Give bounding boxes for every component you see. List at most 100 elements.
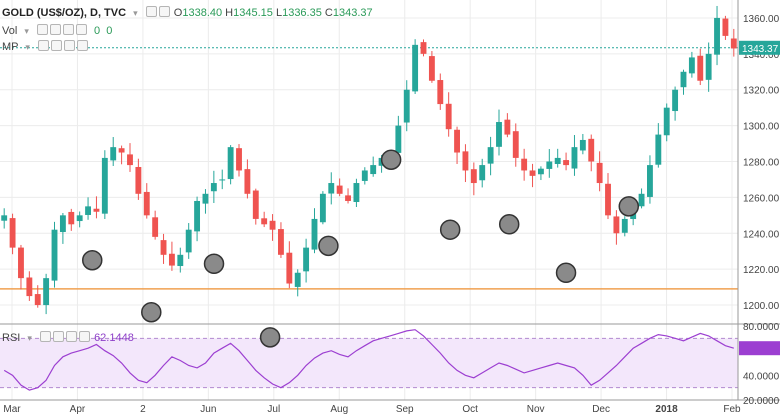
- eye-icon[interactable]: [40, 331, 51, 342]
- candle: [428, 56, 435, 81]
- candle: [286, 252, 293, 284]
- low-value: 1336.35: [282, 7, 322, 19]
- close-label: C: [324, 7, 333, 19]
- candle: [202, 193, 209, 204]
- candle: [236, 148, 242, 171]
- time-tick-label: Aug: [330, 404, 348, 415]
- candle: [647, 165, 653, 197]
- candle: [43, 278, 50, 306]
- mp-legend: MP ▾: [2, 40, 89, 53]
- rsi-band: [0, 338, 738, 388]
- eye-icon[interactable]: [145, 6, 157, 17]
- more-icon[interactable]: [75, 24, 87, 35]
- candle: [663, 107, 670, 136]
- rsi-tick-label: 20.0000: [743, 396, 780, 407]
- close-icon[interactable]: [66, 331, 77, 342]
- symbol-label[interactable]: GOLD (US$/OZ), D, TVC: [2, 7, 127, 19]
- candle: [345, 195, 351, 201]
- candle: [579, 139, 586, 151]
- candle: [51, 229, 58, 281]
- candle: [512, 131, 519, 158]
- settings-icon[interactable]: [53, 331, 64, 342]
- candle: [93, 208, 100, 212]
- chevron-down-icon[interactable]: ▾: [25, 42, 30, 52]
- candle: [437, 80, 444, 105]
- vol-legend: Vol ▾ 0 0: [2, 24, 112, 37]
- candle: [328, 183, 335, 194]
- chevron-down-icon[interactable]: ▾: [133, 8, 138, 18]
- symbol-legend: GOLD (US$/OZ), D, TVC ▾ O1338.40 H1345.1…: [2, 6, 373, 19]
- time-tick-label: Feb: [723, 404, 741, 415]
- price-tick-label: 1280.00: [743, 158, 780, 169]
- candle: [185, 229, 192, 253]
- candles: [1, 5, 737, 315]
- candle: [705, 53, 712, 80]
- marker-circle: [259, 327, 281, 348]
- time-tick-label: Dec: [592, 404, 610, 415]
- candle: [563, 160, 570, 166]
- candle: [34, 294, 41, 306]
- close-icon[interactable]: [62, 24, 74, 35]
- rsi-pane: [0, 329, 738, 391]
- candle: [26, 277, 33, 297]
- candle: [152, 217, 159, 237]
- eye-icon[interactable]: [36, 24, 48, 35]
- price-tick-label: 1360.00: [743, 14, 780, 25]
- candle: [101, 157, 108, 214]
- rsi-label[interactable]: RSI: [2, 332, 21, 344]
- candle: [672, 89, 679, 112]
- candle: [210, 183, 217, 192]
- candle: [395, 125, 402, 153]
- candle: [127, 154, 133, 166]
- marker-circle: [203, 253, 225, 275]
- candle: [143, 191, 150, 216]
- rsi-last-badge: [739, 341, 780, 356]
- candle: [118, 148, 125, 153]
- mp-label[interactable]: MP: [2, 41, 19, 53]
- candle: [303, 247, 310, 272]
- candle: [76, 215, 83, 222]
- eye-icon[interactable]: [37, 40, 49, 51]
- candle: [621, 218, 628, 233]
- settings-icon[interactable]: [49, 24, 61, 35]
- time-tick-label: 2: [140, 404, 146, 415]
- candle: [269, 220, 276, 230]
- high-label: H: [225, 7, 234, 19]
- open-value: 1338.40: [182, 7, 223, 19]
- candle: [714, 17, 720, 55]
- candle: [688, 57, 695, 74]
- candle: [110, 147, 117, 161]
- candle: [537, 168, 544, 175]
- candle: [454, 129, 460, 153]
- rsi-tick-label: 80.0000: [743, 322, 780, 333]
- chevron-down-icon[interactable]: ▾: [24, 26, 29, 36]
- time-axis[interactable]: Mar Apr 2 Jun Jul Aug Sep Oct Nov Dec 2018 Feb: [3, 404, 741, 415]
- time-tick-label: Jun: [200, 404, 216, 415]
- price-tick-label: 1240.00: [743, 229, 780, 240]
- chevron-down-icon[interactable]: ▾: [27, 333, 32, 343]
- candle: [194, 200, 201, 232]
- candle: [479, 165, 486, 181]
- candle: [336, 185, 343, 194]
- candle: [361, 170, 368, 181]
- settings-icon[interactable]: [50, 40, 62, 51]
- settings-icon[interactable]: [158, 6, 170, 17]
- candle: [219, 179, 226, 181]
- close-icon[interactable]: [63, 40, 75, 51]
- vol-label[interactable]: Vol: [2, 25, 18, 37]
- candle: [319, 193, 326, 223]
- candle: [420, 42, 427, 54]
- more-icon[interactable]: [79, 331, 90, 342]
- candle: [596, 162, 603, 184]
- price-tick-label: 1260.00: [743, 193, 780, 204]
- candle: [370, 165, 377, 175]
- more-icon[interactable]: [76, 40, 88, 51]
- candle: [135, 166, 142, 194]
- candle: [554, 157, 561, 164]
- candle: [521, 158, 528, 171]
- candle: [697, 55, 704, 81]
- candle: [68, 211, 75, 225]
- price-axis[interactable]: 1360.00 1340.00 1320.00 1300.00 1280.00 1260.…: [737, 0, 780, 407]
- candle: [412, 44, 419, 92]
